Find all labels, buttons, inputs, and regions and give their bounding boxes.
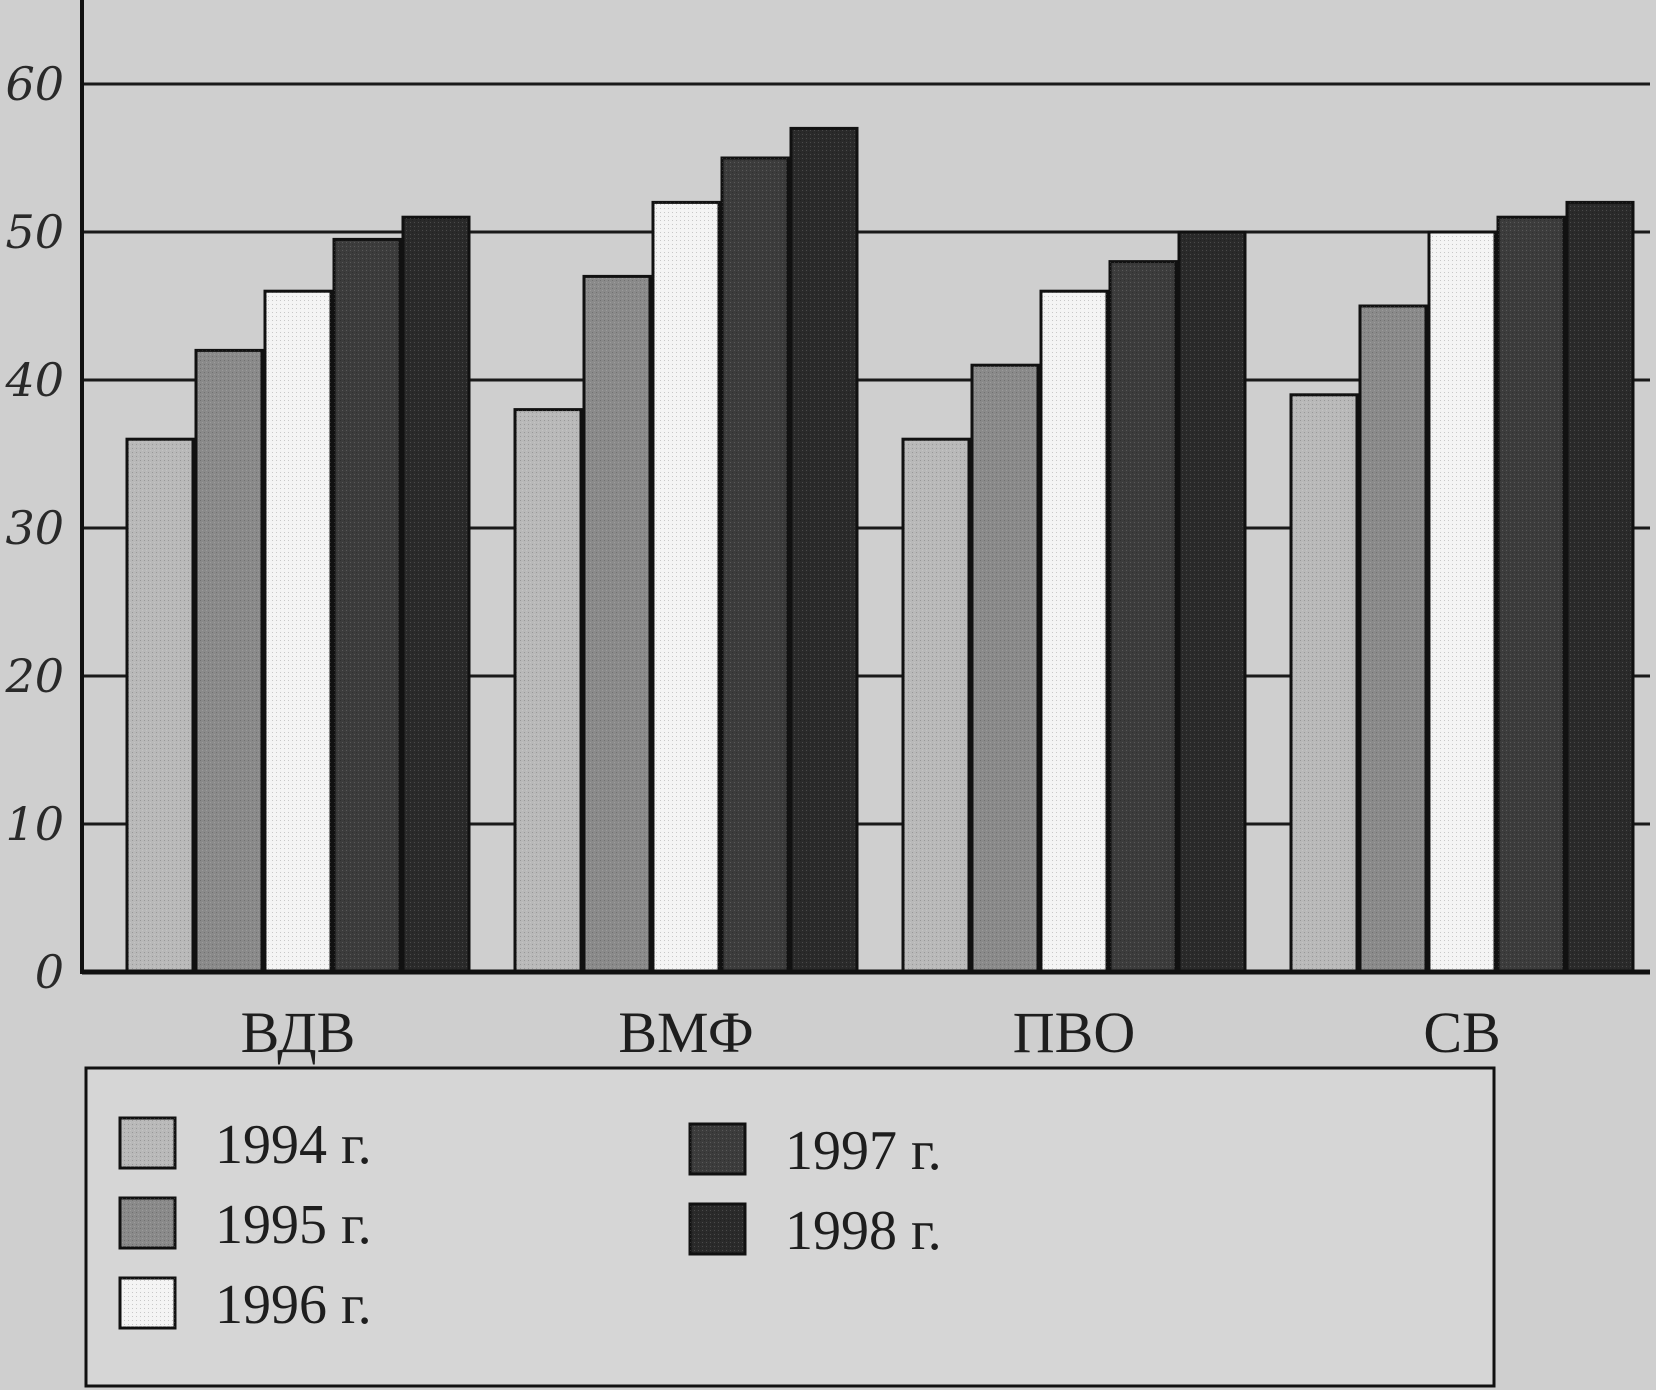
category-label: ВМФ [618, 1000, 753, 1065]
bar-СВ-1995 г. [1358, 304, 1428, 974]
bar-ПВО-1995 г. [970, 363, 1040, 974]
bar-ВМФ-1995 г. [582, 274, 652, 974]
y-tick-label: 10 [5, 797, 64, 851]
bar-ВМФ-1996 г. [651, 200, 721, 974]
legend-swatch-texture [120, 1118, 175, 1168]
bar-ВДВ-1997 г. [332, 237, 402, 974]
legend-box [84, 1066, 1496, 1388]
bar-ВМФ-1994 г. [513, 408, 583, 974]
y-tick-label: 30 [5, 501, 64, 555]
legend: 1994 г. 1995 г. 1996 г. 1997 г. 1998 г. [84, 1066, 1496, 1388]
bar-ПВО-1997 г. [1108, 260, 1178, 974]
bar-ВМФ-1998 г. [789, 126, 859, 974]
bar-ПВО-1994 г. [901, 437, 971, 974]
legend-label: 1997 г. [785, 1120, 942, 1182]
axes [80, 0, 1650, 975]
legend-swatch-texture [120, 1198, 175, 1248]
bar-СВ-1998 г. [1565, 200, 1635, 974]
y-tick-labels: 0 10 20 30 40 50 60 [4, 57, 64, 999]
category-labels: ВДВ ВМФ ПВО СВ [241, 1000, 1501, 1065]
bar-ВДВ-1996 г. [263, 289, 333, 974]
category-label: ВДВ [241, 1000, 356, 1065]
category-label: СВ [1423, 1000, 1500, 1065]
legend-label: 1998 г. [785, 1200, 942, 1262]
y-tick-label: 60 [5, 57, 64, 111]
bar-ВМФ-1997 г. [720, 156, 790, 974]
bar-ВДВ-1994 г. [125, 437, 195, 974]
bar-СВ-1996 г. [1427, 230, 1497, 974]
legend-label: 1995 г. [215, 1194, 372, 1256]
category-label: ПВО [1013, 1000, 1135, 1065]
bar-ВДВ-1995 г. [194, 348, 264, 974]
legend-label: 1994 г. [215, 1114, 372, 1176]
bars [125, 126, 1635, 974]
y-tick-label: 50 [5, 205, 64, 259]
bar-СВ-1994 г. [1289, 393, 1359, 974]
legend-swatch-texture [690, 1204, 745, 1254]
legend-label: 1996 г. [215, 1274, 372, 1336]
legend-swatch-texture [690, 1124, 745, 1174]
bar-ПВО-1996 г. [1039, 289, 1109, 974]
bar-СВ-1997 г. [1496, 215, 1566, 974]
y-tick-label: 40 [4, 353, 64, 407]
bar-ПВО-1998 г. [1177, 230, 1247, 974]
legend-swatch-texture [120, 1278, 175, 1328]
y-tick-label: 20 [4, 649, 64, 703]
bar-ВДВ-1998 г. [401, 215, 471, 974]
y-tick-label: 0 [35, 945, 64, 999]
